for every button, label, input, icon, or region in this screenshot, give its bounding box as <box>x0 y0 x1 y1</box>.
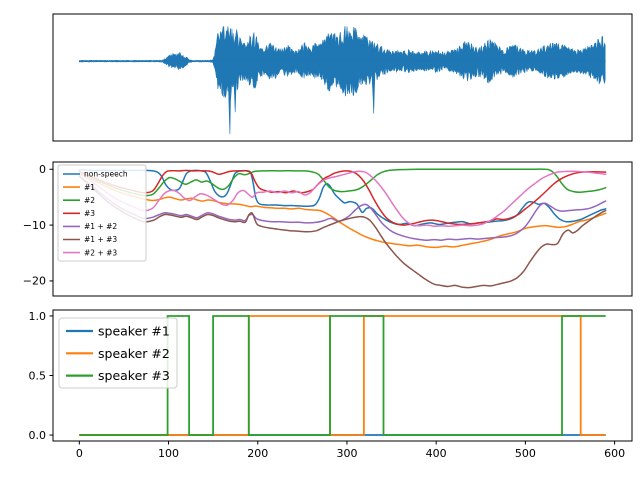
x-tick-label: 400 <box>426 447 447 460</box>
x-tick-label: 600 <box>604 447 625 460</box>
speaker-step-line-2 <box>79 315 606 436</box>
likelihood-legend: non-speech #1 #2 #3 #1 + #2 #1 + #3 #2 + #3 <box>57 164 147 262</box>
waveform-frame <box>52 13 633 142</box>
speaker-legend-box <box>58 317 178 389</box>
series-line-4 <box>78 175 607 241</box>
speaker-ytick-label: 0.0 <box>29 429 47 442</box>
likelihood-legend-label: #2 <box>84 196 95 205</box>
likelihood-frame <box>52 161 633 297</box>
waveform-plot <box>79 26 606 135</box>
likelihood-legend-label: #1 + #2 <box>84 222 117 231</box>
likelihood-legend-label: #1 + #3 <box>84 235 117 244</box>
waveform-path <box>79 26 606 135</box>
x-tick-label: 500 <box>515 447 536 460</box>
x-tick-label: 200 <box>247 447 268 460</box>
series-line-3 <box>78 169 607 226</box>
speaker-legend-label: speaker #3 <box>98 368 170 383</box>
likelihood-legend-label: #3 <box>84 209 95 218</box>
x-tick-label: 300 <box>336 447 357 460</box>
speaker-frame <box>52 309 633 442</box>
series-line-2 <box>78 168 607 197</box>
x-tick-label: 100 <box>158 447 179 460</box>
speaker-legend-label: speaker #1 <box>98 324 170 339</box>
likelihood-ytick-label: 0 <box>39 163 46 176</box>
likelihood-legend-label: #2 + #3 <box>84 248 117 257</box>
likelihood-plot <box>78 168 607 289</box>
series-line-1 <box>78 173 607 249</box>
likelihood-ytick-label: −10 <box>23 219 46 232</box>
speaker-ytick-label: 1.0 <box>29 310 47 323</box>
likelihood-legend-label: non-speech <box>84 170 128 179</box>
x-tick-label: 0 <box>76 447 83 460</box>
likelihood-legend-label: #1 <box>84 183 95 192</box>
series-line-5 <box>78 175 607 289</box>
speaker-plot <box>79 315 606 436</box>
likelihood-ytick-label: −20 <box>23 275 46 288</box>
series-line-6 <box>78 170 607 227</box>
speaker-ytick-label: 0.5 <box>29 369 47 382</box>
speaker-legend-label: speaker #2 <box>98 346 170 361</box>
speaker-legend: speaker #1 speaker #2 speaker #3 <box>58 317 178 389</box>
likelihood-legend-box <box>57 164 147 262</box>
